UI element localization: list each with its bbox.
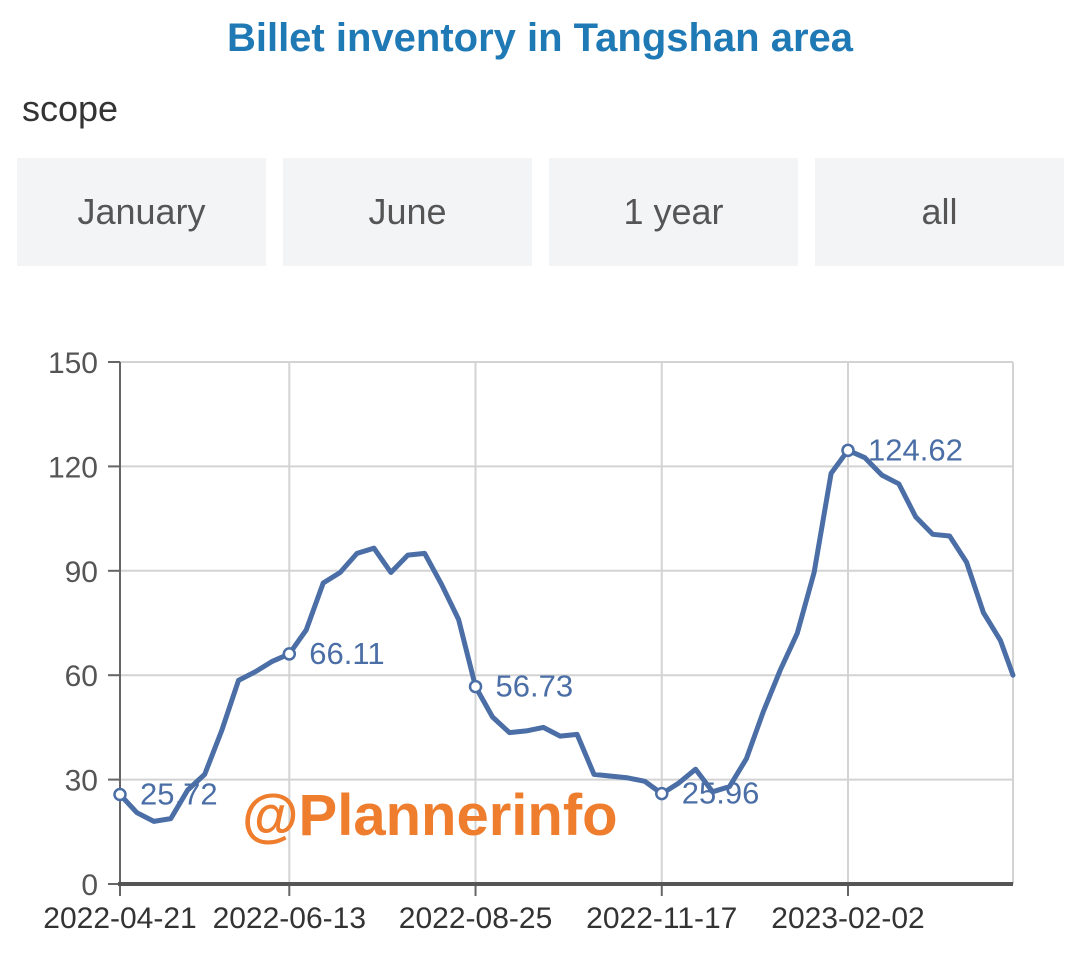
y-tick-label: 120	[48, 451, 98, 484]
data-point-marker	[113, 787, 127, 802]
series-layer	[117, 447, 1016, 824]
data-label: 25.96	[682, 776, 760, 811]
series-line	[117, 447, 1016, 824]
x-tick-label: 2022-08-25	[399, 902, 552, 935]
x-tick-label: 2022-04-21	[43, 902, 196, 935]
y-tick-label: 90	[65, 556, 98, 589]
axis-layer: 0 30 60 90 120 150 2022-04-21 2022-06-13 2022-08…	[43, 347, 1013, 935]
y-tick-label: 60	[65, 660, 98, 693]
data-label-layer: 25.72 66.11 56.73 25.96 124.62	[113, 432, 963, 811]
data-label: 124.62	[868, 432, 963, 467]
scope-label: scope	[22, 88, 119, 129]
range-button-1-year[interactable]: 1 year	[549, 158, 798, 266]
data-point-marker	[468, 679, 483, 694]
range-button-january[interactable]: January	[17, 158, 266, 266]
line-chart: 0 30 60 90 120 150 2022-04-21 2022-06-13 2022-08…	[43, 347, 1016, 935]
data-label: 56.73	[496, 669, 574, 704]
range-button-all[interactable]: all	[815, 158, 1064, 266]
range-selector: January June 1 year all	[17, 158, 1064, 266]
range-button-june[interactable]: June	[283, 158, 532, 266]
x-tick-label: 2023-02-02	[771, 902, 924, 935]
data-point-marker	[655, 786, 669, 801]
data-label: 25.72	[140, 776, 218, 811]
y-tick-label: 30	[65, 765, 98, 798]
chart-title: Billet inventory in Tangshan area	[226, 16, 854, 60]
watermark-text: @Plannerinfo	[242, 783, 618, 848]
data-point-marker	[841, 443, 855, 458]
x-tick-label: 2022-11-17	[586, 902, 737, 935]
data-label: 66.11	[309, 636, 384, 671]
y-tick-label: 150	[48, 347, 98, 380]
x-tick-label: 2022-06-13	[213, 902, 366, 935]
data-point-marker	[282, 647, 297, 661]
grid-layer	[120, 361, 1014, 884]
y-tick-label: 0	[81, 869, 98, 902]
